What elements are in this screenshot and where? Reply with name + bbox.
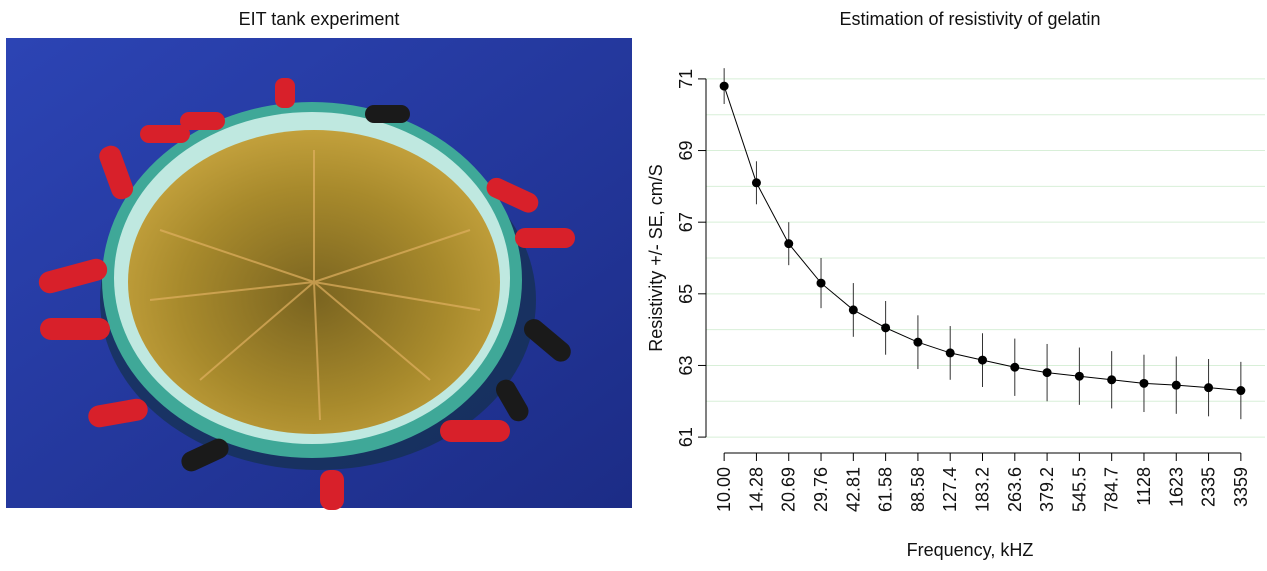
x-tick-label: 2335: [1199, 467, 1219, 507]
point: [719, 81, 729, 91]
y-tick-label: 63: [676, 355, 696, 375]
point: [1139, 378, 1149, 388]
chart-title: Estimation of resistivity of gelatin: [839, 9, 1100, 29]
point: [751, 178, 761, 188]
y-axis-label: Resistivity +/- SE, cm/S: [646, 164, 666, 352]
point: [1010, 362, 1020, 372]
x-tick-label: 3359: [1231, 467, 1251, 507]
photo-title: EIT tank experiment: [239, 9, 400, 29]
point: [1107, 375, 1117, 385]
point: [1042, 368, 1052, 378]
y-tick-label: 69: [676, 141, 696, 161]
point: [1074, 371, 1084, 381]
x-tick-label: 42.81: [843, 467, 863, 512]
point: [1204, 383, 1214, 393]
y-tick-label: 61: [676, 427, 696, 447]
point: [816, 278, 826, 288]
x-tick-label: 379.2: [1037, 467, 1057, 512]
black-clips: [181, 105, 571, 472]
x-tick-label: 29.76: [811, 467, 831, 512]
x-axis-label: Frequency, kHZ: [907, 540, 1034, 560]
x-tick-label: 14.28: [746, 467, 766, 512]
y-tick-label: 71: [676, 69, 696, 89]
x-tick-label: 61.58: [876, 467, 896, 512]
x-tick-label: 88.58: [908, 467, 928, 512]
x-tick-label: 10.00: [714, 467, 734, 512]
x-tick-label: 263.6: [1005, 467, 1025, 512]
point: [978, 355, 987, 365]
x-tick-label: 784.7: [1102, 467, 1122, 512]
x-tick-label: 1623: [1166, 467, 1186, 507]
x-tick-label: 20.69: [779, 467, 799, 512]
point: [784, 239, 794, 249]
y-tick-label: 65: [676, 284, 696, 304]
x-tick-label: 127.4: [940, 467, 960, 512]
point: [881, 323, 891, 333]
point: [1171, 380, 1181, 390]
x-tick-label: 183.2: [973, 467, 993, 512]
point: [913, 337, 923, 347]
electrode-wires: [149, 150, 481, 421]
red-clips: [38, 78, 575, 510]
point: [1236, 386, 1246, 396]
x-tick-label: 1128: [1134, 467, 1154, 506]
point: [848, 305, 858, 315]
point: [945, 348, 955, 358]
photo: [6, 38, 632, 510]
x-tick-label: 545.5: [1069, 467, 1089, 512]
y-tick-label: 67: [676, 212, 696, 232]
